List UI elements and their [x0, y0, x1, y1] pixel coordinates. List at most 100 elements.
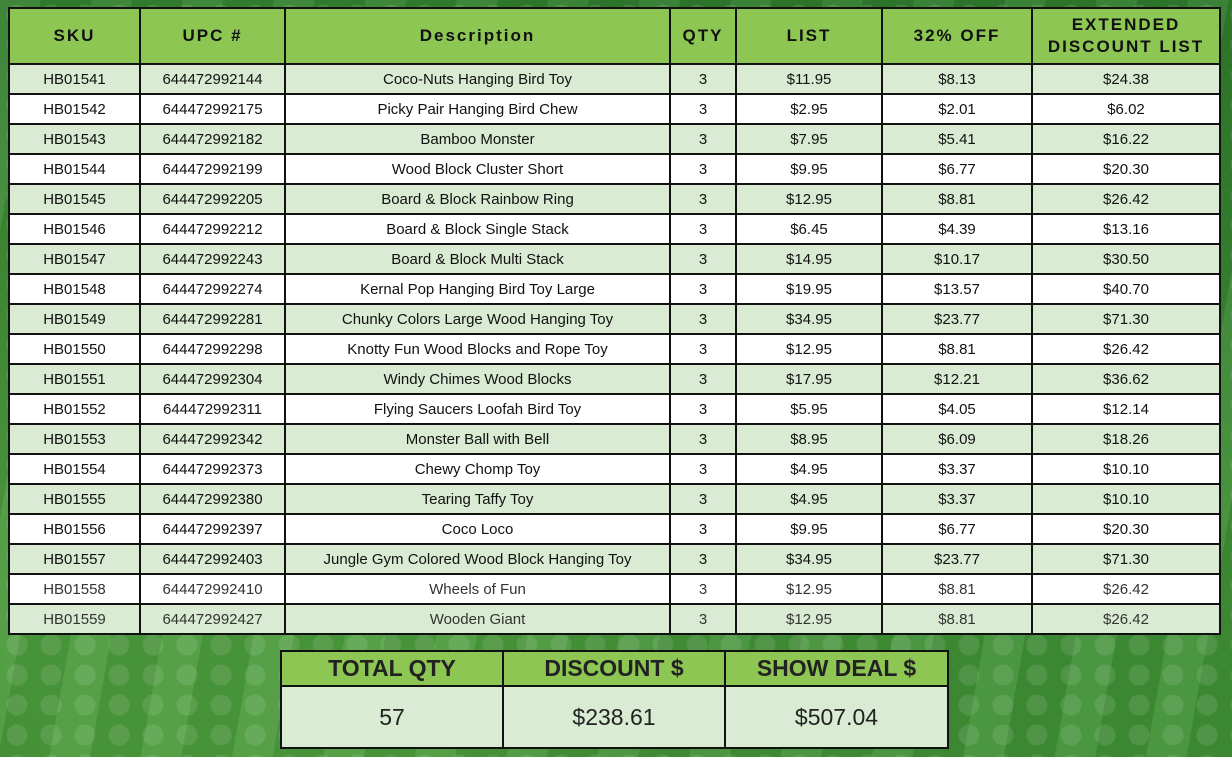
extended-discount-cell: $16.22 [1031, 123, 1221, 155]
sku-cell: HB01551 [8, 363, 141, 395]
extended-discount-cell: $12.14 [1031, 393, 1221, 425]
qty-cell: 3 [669, 363, 737, 395]
discount-header: 32% OFF [881, 7, 1033, 65]
extended-discount-cell: $20.30 [1031, 153, 1221, 185]
table-row: HB01545 644472992205 Board & Block Rainbow… [8, 183, 1221, 215]
list-price-cell: $34.95 [735, 543, 883, 575]
discount-price-cell: $2.01 [881, 93, 1033, 125]
list-price-cell: $19.95 [735, 273, 883, 305]
table-row: HB01546 644472992212 Board & Block Single … [8, 213, 1221, 245]
list-price-cell: $14.95 [735, 243, 883, 275]
sku-cell: HB01545 [8, 183, 141, 215]
discount-price-cell: $23.77 [881, 303, 1033, 335]
list-price-cell: $9.95 [735, 153, 883, 185]
table-row: HB01550 644472992298 Knotty Fun Wood Block… [8, 333, 1221, 365]
description-cell: Windy Chimes Wood Blocks [284, 363, 671, 395]
upc-cell: 644472992373 [139, 453, 286, 485]
table-row: HB01549 644472992281 Chunky Colors Large W… [8, 303, 1221, 335]
discount-price-cell: $6.77 [881, 153, 1033, 185]
description-cell: Coco-Nuts Hanging Bird Toy [284, 63, 671, 95]
sku-cell: HB01554 [8, 453, 141, 485]
description-cell: Board & Block Rainbow Ring [284, 183, 671, 215]
sku-cell: HB01553 [8, 423, 141, 455]
discount-price-cell: $13.57 [881, 273, 1033, 305]
description-cell: Kernal Pop Hanging Bird Toy Large [284, 273, 671, 305]
upc-cell: 644472992199 [139, 153, 286, 185]
list-header: LIST [735, 7, 883, 65]
upc-cell: 644472992342 [139, 423, 286, 455]
qty-cell: 3 [669, 153, 737, 185]
sku-cell: HB01549 [8, 303, 141, 335]
list-price-cell: $11.95 [735, 63, 883, 95]
extended-header-line2: DISCOUNT LIST [1047, 37, 1205, 56]
extended-discount-cell: $6.02 [1031, 93, 1221, 125]
sku-cell: HB01548 [8, 273, 141, 305]
table-row: HB01559 644472992427 Wooden Giant 3 $12.95 $8… [8, 603, 1221, 635]
list-price-cell: $8.95 [735, 423, 883, 455]
description-cell: Chunky Colors Large Wood Hanging Toy [284, 303, 671, 335]
sku-cell: HB01543 [8, 123, 141, 155]
qty-cell: 3 [669, 393, 737, 425]
table-row: HB01552 644472992311 Flying Saucers Loofah… [8, 393, 1221, 425]
description-cell: Coco Loco [284, 513, 671, 545]
sku-cell: HB01542 [8, 93, 141, 125]
description-cell: Picky Pair Hanging Bird Chew [284, 93, 671, 125]
description-cell: Knotty Fun Wood Blocks and Rope Toy [284, 333, 671, 365]
table-row: HB01541 644472992144 Coco-Nuts Hanging Bir… [8, 63, 1221, 95]
sku-cell: HB01559 [8, 603, 141, 635]
show-deal-label: SHOW DEAL $ [724, 650, 949, 687]
table-header-row: SKU UPC # Description QTY LIST 32% OFF E… [8, 7, 1221, 65]
list-price-cell: $5.95 [735, 393, 883, 425]
extended-discount-cell: $24.38 [1031, 63, 1221, 95]
upc-cell: 644472992298 [139, 333, 286, 365]
discount-price-cell: $6.77 [881, 513, 1033, 545]
upc-cell: 644472992144 [139, 63, 286, 95]
qty-cell: 3 [669, 513, 737, 545]
upc-cell: 644472992212 [139, 213, 286, 245]
sku-cell: HB01556 [8, 513, 141, 545]
sku-cell: HB01558 [8, 573, 141, 605]
discount-price-cell: $3.37 [881, 483, 1033, 515]
qty-cell: 3 [669, 483, 737, 515]
upc-cell: 644472992403 [139, 543, 286, 575]
description-cell: Wheels of Fun [284, 573, 671, 605]
upc-cell: 644472992410 [139, 573, 286, 605]
qty-cell: 3 [669, 333, 737, 365]
table-row: HB01557 644472992403 Jungle Gym Colored Wo… [8, 543, 1221, 575]
qty-cell: 3 [669, 63, 737, 95]
qty-cell: 3 [669, 573, 737, 605]
discount-price-cell: $8.81 [881, 183, 1033, 215]
upc-cell: 644472992304 [139, 363, 286, 395]
discount-price-cell: $8.81 [881, 573, 1033, 605]
extended-discount-cell: $40.70 [1031, 273, 1221, 305]
qty-cell: 3 [669, 603, 737, 635]
upc-cell: 644472992397 [139, 513, 286, 545]
extended-discount-cell: $71.30 [1031, 543, 1221, 575]
qty-cell: 3 [669, 273, 737, 305]
upc-cell: 644472992274 [139, 273, 286, 305]
discount-price-cell: $8.81 [881, 603, 1033, 635]
upc-header: UPC # [139, 7, 286, 65]
extended-discount-cell: $26.42 [1031, 183, 1221, 215]
sku-cell: HB01544 [8, 153, 141, 185]
discount-price-cell: $12.21 [881, 363, 1033, 395]
list-price-cell: $6.45 [735, 213, 883, 245]
sku-cell: HB01541 [8, 63, 141, 95]
table-row: HB01555 644472992380 Tearing Taffy Toy 3 $4.… [8, 483, 1221, 515]
extended-discount-cell: $26.42 [1031, 573, 1221, 605]
description-cell: Tearing Taffy Toy [284, 483, 671, 515]
description-cell: Bamboo Monster [284, 123, 671, 155]
sku-cell: HB01552 [8, 393, 141, 425]
sku-cell: HB01555 [8, 483, 141, 515]
extended-discount-cell: $71.30 [1031, 303, 1221, 335]
summary-header-row: TOTAL QTY DISCOUNT $ SHOW DEAL $ [280, 650, 949, 687]
description-cell: Board & Block Multi Stack [284, 243, 671, 275]
sku-cell: HB01546 [8, 213, 141, 245]
list-price-cell: $2.95 [735, 93, 883, 125]
extended-header-line1: EXTENDED [1071, 15, 1181, 34]
description-header: Description [284, 7, 671, 65]
sku-cell: HB01547 [8, 243, 141, 275]
upc-cell: 644472992380 [139, 483, 286, 515]
extended-discount-cell: $10.10 [1031, 483, 1221, 515]
discount-price-cell: $8.13 [881, 63, 1033, 95]
